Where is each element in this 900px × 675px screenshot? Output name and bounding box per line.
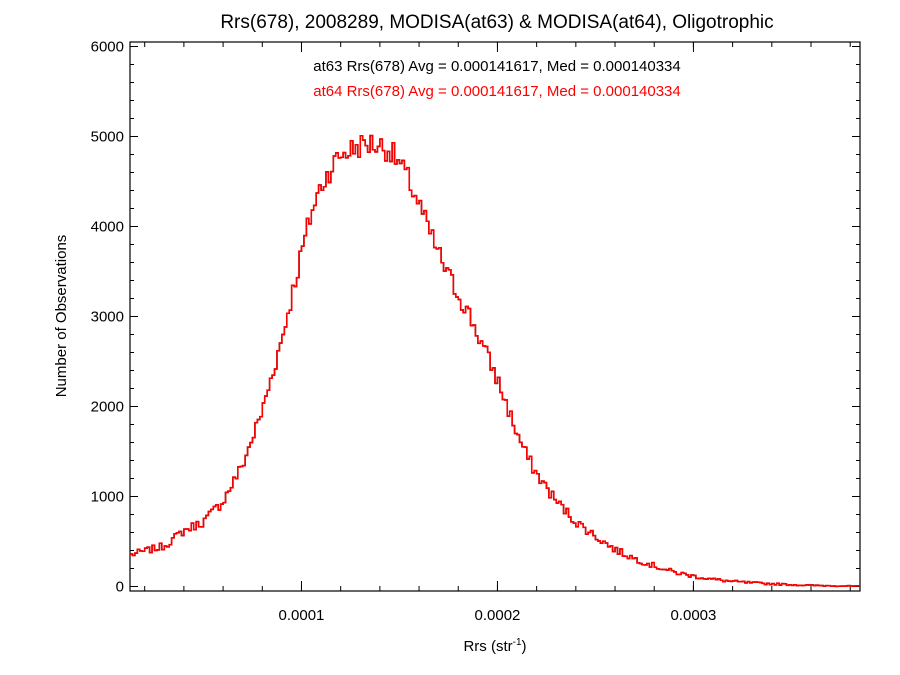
x-axis-label-main: Rrs (str: [463, 638, 512, 655]
x-tick-label: 0.0001: [279, 607, 325, 624]
annotation-at63: at63 Rrs(678) Avg = 0.000141617, Med = 0…: [313, 58, 681, 75]
x-tick-label: 0.0002: [475, 607, 521, 624]
y-tick-label: 2000: [91, 399, 124, 416]
y-tick-label: 5000: [91, 129, 124, 146]
y-tick-label: 0: [116, 579, 124, 596]
x-axis: 0.0001 0.0002 0.0003: [144, 42, 851, 624]
y-axis: 0 1000 2000 3000 4000 5000 6000: [91, 39, 860, 596]
histogram-series-at63: [130, 134, 860, 588]
annotation-at64: at64 Rrs(678) Avg = 0.000141617, Med = 0…: [313, 83, 681, 100]
y-axis-label: Number of Observations: [53, 235, 70, 398]
plot-area: [129, 41, 861, 592]
x-axis-label-close: ): [522, 638, 527, 655]
chart-title: Rrs(678), 2008289, MODISA(at63) & MODISA…: [220, 12, 773, 33]
histogram-series-at64: [130, 134, 860, 588]
x-axis-label: Rrs (str-1): [463, 637, 526, 655]
plot-frame: [129, 41, 861, 592]
y-tick-label: 6000: [91, 39, 124, 56]
x-axis-label-superscript: -1: [513, 637, 522, 648]
y-tick-label: 3000: [91, 309, 124, 326]
y-tick-label: 4000: [91, 219, 124, 236]
y-tick-label: 1000: [91, 489, 124, 506]
x-tick-label: 0.0003: [670, 607, 716, 624]
